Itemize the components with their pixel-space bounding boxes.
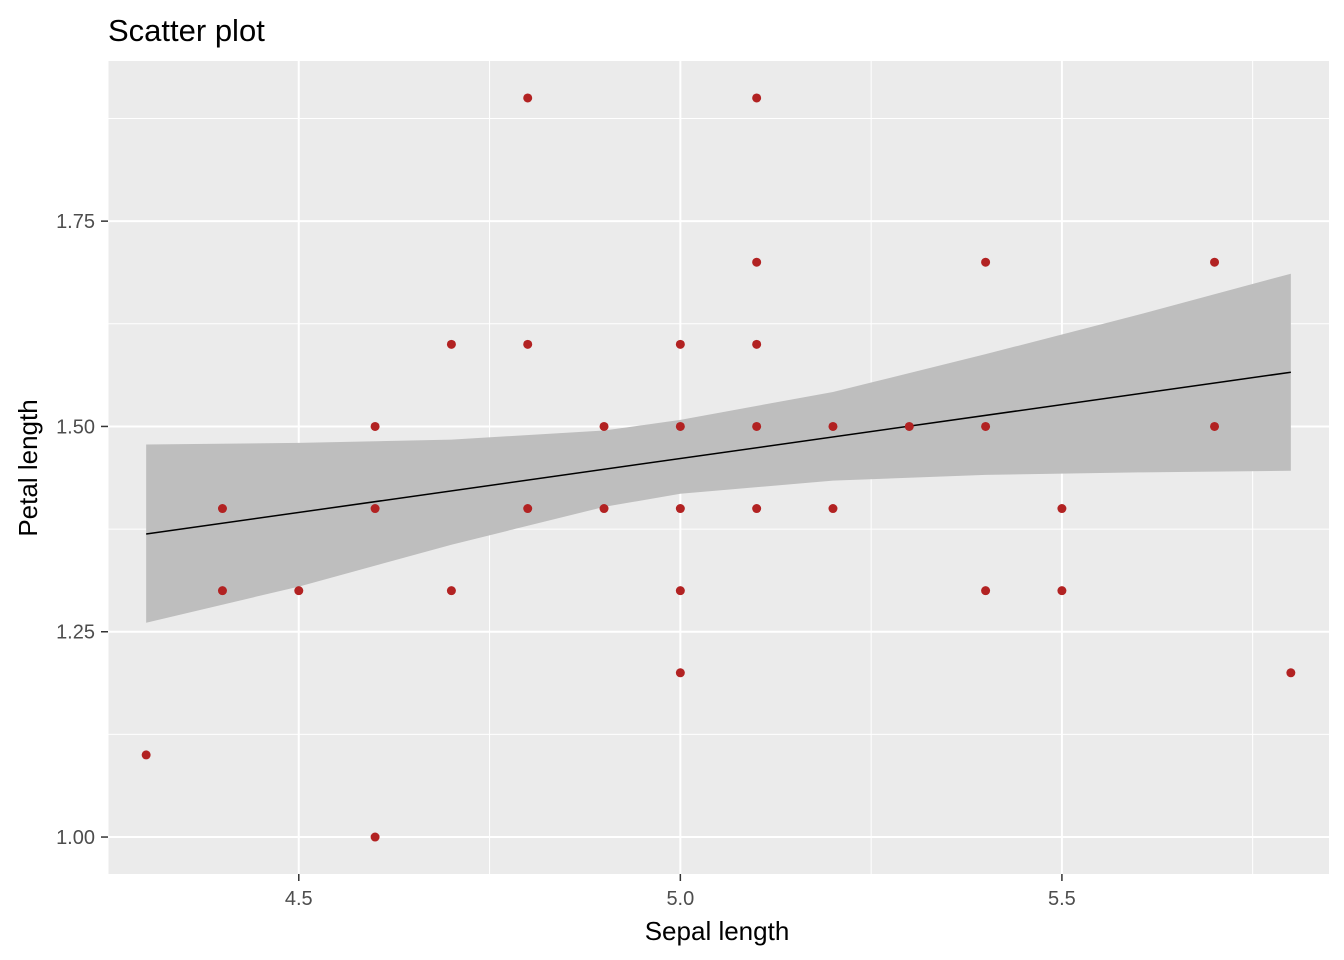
y-axis: 1.00 1.25 1.50 1.75 — [56, 211, 108, 849]
data-point — [752, 257, 762, 267]
data-point — [981, 257, 991, 267]
chart-title: Scatter plot — [108, 13, 265, 48]
data-points — [141, 93, 1296, 842]
data-point — [752, 93, 762, 103]
y-tick-label: 1.75 — [56, 211, 95, 233]
data-point — [752, 339, 762, 349]
data-point — [599, 504, 609, 514]
data-point — [675, 339, 685, 349]
x-axis-title: Sepal length — [645, 916, 790, 946]
data-point — [981, 586, 991, 596]
data-point — [523, 504, 533, 514]
data-point — [217, 586, 227, 596]
data-point — [752, 421, 762, 431]
data-point — [1057, 504, 1067, 514]
y-tick-label: 1.00 — [56, 827, 95, 849]
data-point — [1210, 257, 1220, 267]
x-axis: 4.5 5.0 5.5 — [285, 874, 1076, 910]
x-tick-label: 5.5 — [1048, 888, 1076, 910]
data-point — [675, 504, 685, 514]
data-point — [294, 586, 304, 596]
data-point — [752, 504, 762, 514]
data-point — [1210, 421, 1220, 431]
y-axis-title: Petal length — [13, 399, 43, 536]
data-point — [675, 586, 685, 596]
data-point — [523, 339, 533, 349]
data-point — [675, 421, 685, 431]
data-point — [1057, 586, 1067, 596]
data-point — [217, 504, 227, 514]
data-point — [828, 504, 838, 514]
data-point — [370, 421, 380, 431]
data-point — [141, 750, 151, 760]
regression-line — [146, 371, 1291, 535]
data-point — [981, 421, 991, 431]
data-point — [446, 586, 456, 596]
x-tick-label: 5.0 — [666, 888, 694, 910]
data-point — [446, 339, 456, 349]
data-point — [599, 421, 609, 431]
x-tick-label: 4.5 — [285, 888, 313, 910]
data-point — [675, 668, 685, 678]
data-point — [370, 504, 380, 514]
y-tick-label: 1.50 — [56, 416, 95, 438]
data-point — [370, 832, 380, 842]
confidence-band — [146, 273, 1291, 623]
y-tick-label: 1.25 — [56, 622, 95, 644]
data-point — [828, 421, 838, 431]
data-point — [523, 93, 533, 103]
data-point — [1286, 668, 1296, 678]
data-point — [904, 421, 914, 431]
